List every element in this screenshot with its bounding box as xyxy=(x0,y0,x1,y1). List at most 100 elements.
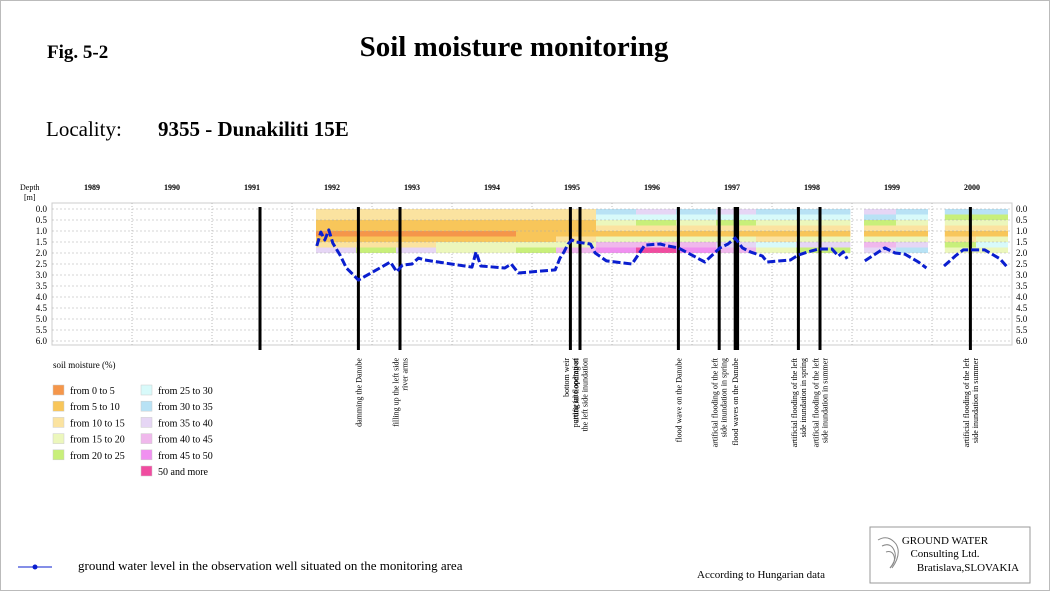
heatmap-cell xyxy=(556,225,596,231)
heatmap-cell xyxy=(864,214,896,220)
y-tick-label: 6.0 xyxy=(36,336,48,346)
heatmap-cell xyxy=(556,236,596,242)
y-tick-label: 1.0 xyxy=(36,226,48,236)
y-tick-label: 0.5 xyxy=(36,215,48,225)
heatmap-cell xyxy=(316,242,356,248)
heatmap-cell xyxy=(944,236,976,242)
heatmap-cell xyxy=(396,220,436,226)
heatmap-cell xyxy=(676,247,716,253)
legend-label: from 0 to 5 xyxy=(70,386,115,397)
figure-label: Fig. 5-2 xyxy=(47,42,108,63)
legend-swatch xyxy=(52,384,65,396)
event-label: artificial flooding of the left xyxy=(812,357,821,447)
heatmap-cell xyxy=(896,209,928,215)
legend-label: from 5 to 10 xyxy=(70,402,120,413)
heatmap-cell xyxy=(636,209,676,215)
event-label: artificial flooding of the left xyxy=(711,357,720,447)
heatmap-cell xyxy=(944,231,976,237)
legend-swatch xyxy=(140,465,153,477)
heatmap-cell xyxy=(516,242,556,248)
legend-label: from 40 to 45 xyxy=(158,435,213,446)
heatmap-cell xyxy=(756,247,796,253)
x-tick-label: 1993 xyxy=(404,183,420,192)
heatmap-cell xyxy=(756,231,796,237)
y-axis-label: Depth xyxy=(20,183,40,192)
legend-swatch xyxy=(140,449,153,461)
heatmap-cell xyxy=(636,242,676,248)
legend-label: from 20 to 25 xyxy=(70,451,125,462)
heatmap-cell xyxy=(516,231,556,237)
y-tick-label: 3.0 xyxy=(36,270,48,280)
heatmap-cell xyxy=(396,242,436,248)
heatmap-cell xyxy=(436,247,476,253)
heatmap-cell xyxy=(864,242,896,248)
heatmap-cell xyxy=(516,209,556,215)
y-tick-label: 0.0 xyxy=(1016,204,1028,214)
y-tick-label: 5.0 xyxy=(36,314,48,324)
x-tick-label: 1991 xyxy=(244,183,260,192)
event-label: artificial flooding of xyxy=(572,358,581,423)
heatmap-cell xyxy=(896,220,928,226)
heatmap-cell xyxy=(676,220,716,226)
heatmap-cell xyxy=(796,236,851,242)
y-axis-unit: [m] xyxy=(24,193,36,202)
legend-swatch xyxy=(52,433,65,444)
heatmap-cell xyxy=(356,236,396,242)
heatmap-cell xyxy=(756,220,796,226)
heatmap-cell xyxy=(356,225,396,231)
heatmap-cell xyxy=(396,236,436,242)
event-label: putting into operation xyxy=(571,358,580,427)
heatmap-cell xyxy=(756,236,796,242)
heatmap-cell xyxy=(796,225,851,231)
x-tick-label: 1995 xyxy=(564,183,580,192)
heatmap-cell xyxy=(796,231,851,237)
heatmap-cell xyxy=(476,220,516,226)
legend-swatch xyxy=(140,433,153,444)
heatmap-cell xyxy=(944,242,976,248)
y-tick-label: 4.5 xyxy=(36,303,48,313)
y-tick-label: 2.5 xyxy=(36,259,48,269)
heatmap-cell xyxy=(896,214,928,220)
heatmap-cell xyxy=(356,247,396,253)
heatmap-cell xyxy=(976,242,1008,248)
heatmap-cell xyxy=(356,231,396,237)
event-label: side inundation in spring xyxy=(799,358,808,437)
y-tick-label: 3.5 xyxy=(36,281,48,291)
event-label: flood wave on the Danube xyxy=(674,358,683,443)
heatmap-cell xyxy=(864,220,896,226)
x-tick-label: 1990 xyxy=(164,183,180,192)
y-tick-label: 2.0 xyxy=(36,248,48,258)
heatmap-cell xyxy=(976,214,1008,220)
heatmap-cell xyxy=(976,236,1008,242)
y-tick-label: 1.5 xyxy=(1016,237,1028,247)
heatmap-cell xyxy=(476,242,516,248)
heatmap-cell xyxy=(636,220,676,226)
y-tick-label: 2.0 xyxy=(1016,248,1028,258)
heatmap-cell xyxy=(356,242,396,248)
heatmap-cell xyxy=(864,236,896,242)
heatmap-cell xyxy=(896,231,928,237)
heatmap-cell xyxy=(556,220,596,226)
legend-swatch xyxy=(140,417,153,428)
heatmap-cell xyxy=(556,242,596,248)
x-tick-label: 1992 xyxy=(324,183,340,192)
y-tick-label: 1.0 xyxy=(1016,226,1028,236)
legend-label: from 15 to 20 xyxy=(70,435,125,446)
legend-swatch xyxy=(52,449,65,461)
event-label: river arms xyxy=(401,358,410,391)
heatmap-cell xyxy=(556,247,596,253)
heatmap-cell xyxy=(944,214,976,220)
heatmap-cell xyxy=(796,209,851,215)
event-label: artificial flooding of the left xyxy=(790,357,799,447)
y-tick-label: 0.5 xyxy=(1016,215,1028,225)
heatmap-cell xyxy=(636,214,676,220)
y-tick-label: 6.0 xyxy=(1016,336,1028,346)
heatmap-cell xyxy=(436,214,476,220)
heatmap-cell xyxy=(596,236,636,242)
x-tick-label: 1999 xyxy=(884,183,900,192)
locality-label: Locality: xyxy=(46,117,122,141)
y-tick-label: 5.5 xyxy=(1016,325,1028,335)
legend-swatch xyxy=(52,400,65,412)
heatmap-cell xyxy=(556,214,596,220)
